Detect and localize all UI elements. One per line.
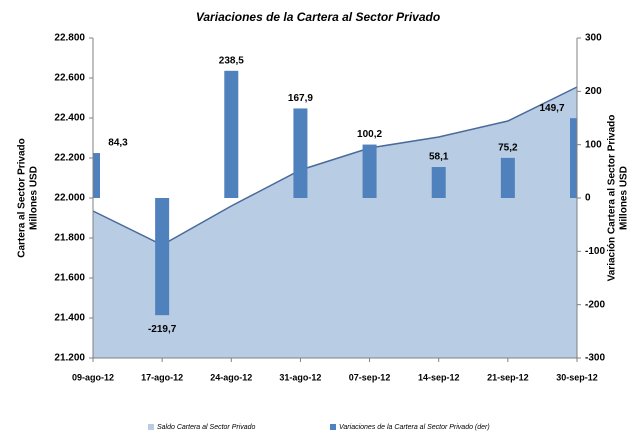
data-label: 149,7 [539,103,564,114]
area-fill [93,87,577,358]
legend-label: Variaciones de la Cartera al Sector Priv… [339,424,490,431]
y2-tick-label: 300 [585,33,602,44]
y-tick-label: 22.200 [54,153,85,164]
y-tick-label: 22.600 [54,73,85,84]
y2-tick-label: 200 [585,86,602,97]
x-tick-label: 07-sep-12 [349,372,391,382]
x-tick-label: 30-sep-12 [556,372,598,382]
y-axis-title: Millones USD [29,166,40,230]
data-label: 100,2 [357,129,382,140]
legend-label: Saldo Cartera al Sector Privado [157,424,256,431]
chart-title: Variaciones de la Cartera al Sector Priv… [196,10,440,24]
y-tick-label: 22.400 [54,113,85,124]
x-tick-label: 31-ago-12 [279,372,321,382]
y2-tick-label: 0 [585,193,591,204]
y-tick-label: 21.400 [54,313,85,324]
data-label: 58,1 [429,152,449,163]
legend-swatch [330,424,336,430]
bar [155,198,170,316]
y-axis-title: Cartera al Sector Privado [17,138,28,258]
bar [93,153,100,198]
y2-axis-title: Millones USD [619,166,630,230]
bar [500,157,515,198]
y-tick-label: 22.000 [54,193,85,204]
y-tick-label: 21.600 [54,273,85,284]
area-line [92,86,578,246]
data-label: -219,7 [148,324,177,335]
y2-axis-title: Variación Cartera al Sector Privado [607,115,618,282]
bar [362,144,377,198]
data-label: 84,3 [108,138,128,149]
y-tick-label: 21.800 [54,233,85,244]
x-tick-label: 14-sep-12 [418,372,460,382]
legend-swatch [148,424,154,430]
y2-tick-label: 100 [585,139,602,150]
bar [431,167,446,198]
y-tick-label: 21.200 [54,353,85,364]
bar [293,108,308,198]
x-tick-label: 09-ago-12 [72,372,114,382]
x-tick-label: 24-ago-12 [210,372,252,382]
y2-tick-label: -200 [585,299,605,310]
x-tick-label: 17-ago-12 [141,372,183,382]
y-tick-label: 22.800 [54,33,85,44]
data-label: 75,2 [498,143,518,154]
bar [224,70,239,198]
y2-tick-label: -300 [585,353,605,364]
y2-tick-label: -100 [585,246,605,257]
data-label: 167,9 [288,93,313,104]
bar [570,118,577,198]
x-tick-label: 21-sep-12 [487,372,529,382]
data-label: 238,5 [219,55,244,66]
